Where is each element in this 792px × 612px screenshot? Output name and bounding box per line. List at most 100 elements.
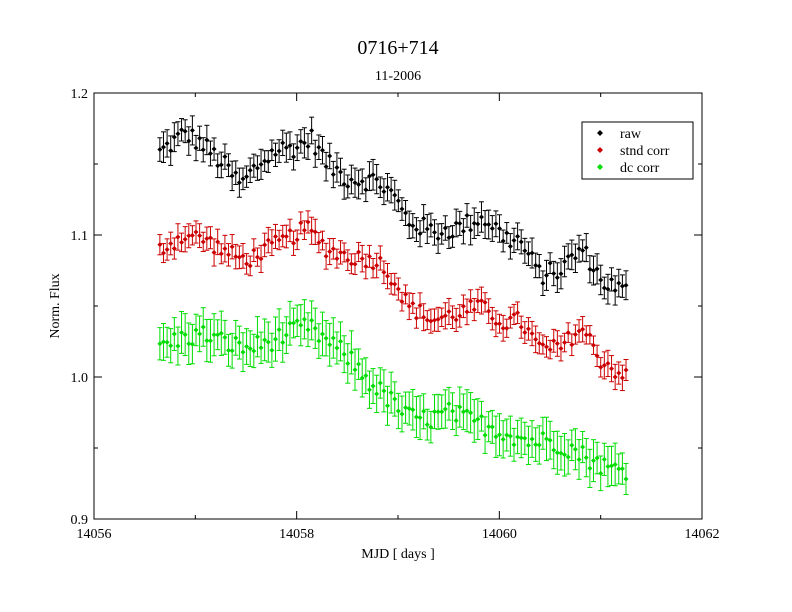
data-point-dc-corr	[338, 338, 344, 344]
data-point-stnd-corr	[305, 219, 311, 225]
data-point-stnd-corr	[504, 325, 510, 331]
data-point-dc-corr	[572, 446, 578, 452]
data-point-stnd-corr	[406, 303, 412, 309]
data-point-raw	[428, 222, 434, 228]
data-point-dc-corr	[356, 361, 362, 367]
data-point-stnd-corr	[399, 299, 405, 305]
data-point-stnd-corr	[327, 249, 333, 255]
data-point-raw	[272, 152, 278, 158]
data-point-stnd-corr	[431, 317, 437, 323]
legend-marker	[597, 164, 603, 170]
data-point-raw	[392, 192, 398, 198]
data-point-dc-corr	[164, 339, 170, 345]
data-point-stnd-corr	[410, 300, 416, 306]
legend-label: dc corr	[620, 161, 660, 176]
data-point-raw	[179, 127, 185, 133]
data-point-dc-corr	[525, 442, 531, 448]
data-point-dc-corr	[197, 331, 203, 337]
data-point-stnd-corr	[590, 342, 596, 348]
data-point-dc-corr	[605, 464, 611, 470]
data-point-stnd-corr	[547, 347, 553, 353]
data-point-raw	[475, 221, 481, 227]
data-point-dc-corr	[280, 340, 286, 346]
data-point-raw	[160, 144, 166, 150]
data-point-raw	[536, 263, 542, 269]
data-point-dc-corr	[547, 437, 553, 443]
data-point-raw	[215, 163, 221, 169]
data-point-dc-corr	[160, 339, 166, 345]
data-point-raw	[515, 233, 521, 239]
chart-title: 0716+714	[357, 37, 438, 59]
data-point-stnd-corr	[554, 340, 560, 346]
data-point-dc-corr	[507, 433, 513, 439]
data-point-stnd-corr	[226, 252, 232, 258]
data-point-raw	[558, 271, 564, 277]
data-point-dc-corr	[265, 339, 271, 345]
data-point-stnd-corr	[442, 313, 448, 319]
data-point-dc-corr	[352, 367, 358, 373]
data-point-raw	[598, 277, 604, 283]
data-point-dc-corr	[381, 388, 387, 394]
data-point-stnd-corr	[366, 253, 372, 259]
data-point-stnd-corr	[265, 237, 271, 243]
data-point-dc-corr	[460, 409, 466, 415]
data-point-dc-corr	[211, 332, 217, 338]
data-point-dc-corr	[540, 430, 546, 436]
data-point-dc-corr	[623, 476, 629, 482]
data-point-raw	[544, 272, 550, 278]
data-point-raw	[482, 222, 488, 228]
data-point-stnd-corr	[515, 310, 521, 316]
y-tick-label: 1.0	[71, 371, 89, 386]
data-point-raw	[305, 144, 311, 150]
data-point-stnd-corr	[605, 360, 611, 366]
data-point-stnd-corr	[215, 239, 221, 245]
data-point-stnd-corr	[269, 240, 275, 246]
data-point-stnd-corr	[525, 326, 531, 332]
data-point-stnd-corr	[381, 269, 387, 275]
data-point-dc-corr	[417, 415, 423, 421]
data-point-dc-corr	[522, 435, 528, 441]
data-point-dc-corr	[421, 408, 427, 414]
data-point-raw	[457, 220, 463, 226]
data-point-stnd-corr	[233, 254, 239, 260]
data-point-dc-corr	[489, 424, 495, 430]
data-point-dc-corr	[468, 410, 474, 416]
data-point-raw	[413, 227, 419, 233]
data-point-stnd-corr	[298, 220, 304, 226]
data-point-stnd-corr	[500, 325, 506, 331]
data-point-stnd-corr	[385, 273, 391, 279]
data-point-dc-corr	[323, 335, 329, 341]
data-point-raw	[388, 187, 394, 193]
data-point-raw	[309, 127, 315, 133]
data-point-raw	[197, 135, 203, 141]
data-point-dc-corr	[442, 406, 448, 412]
data-point-stnd-corr	[319, 238, 325, 244]
data-point-stnd-corr	[160, 250, 166, 256]
data-point-stnd-corr	[616, 370, 622, 376]
data-point-stnd-corr	[551, 338, 557, 344]
data-point-dc-corr	[616, 466, 622, 472]
data-point-raw	[207, 150, 213, 156]
data-point-raw	[247, 167, 253, 173]
data-point-dc-corr	[609, 463, 615, 469]
data-point-stnd-corr	[247, 263, 253, 269]
data-point-dc-corr	[601, 456, 607, 462]
data-point-stnd-corr	[193, 229, 199, 235]
data-point-dc-corr	[193, 327, 199, 333]
data-point-stnd-corr	[370, 265, 376, 271]
data-point-raw	[374, 176, 380, 182]
data-point-dc-corr	[497, 432, 503, 438]
data-point-dc-corr	[385, 403, 391, 409]
data-point-stnd-corr	[540, 342, 546, 348]
data-point-raw	[280, 140, 286, 146]
data-point-dc-corr	[330, 335, 336, 341]
data-point-raw	[251, 163, 257, 169]
data-point-stnd-corr	[511, 311, 517, 317]
data-point-raw	[547, 260, 553, 266]
data-point-raw	[471, 220, 477, 226]
data-point-dc-corr	[457, 404, 463, 410]
data-point-stnd-corr	[352, 261, 358, 267]
data-point-stnd-corr	[612, 374, 618, 380]
data-point-raw	[291, 154, 297, 160]
data-point-dc-corr	[594, 455, 600, 461]
